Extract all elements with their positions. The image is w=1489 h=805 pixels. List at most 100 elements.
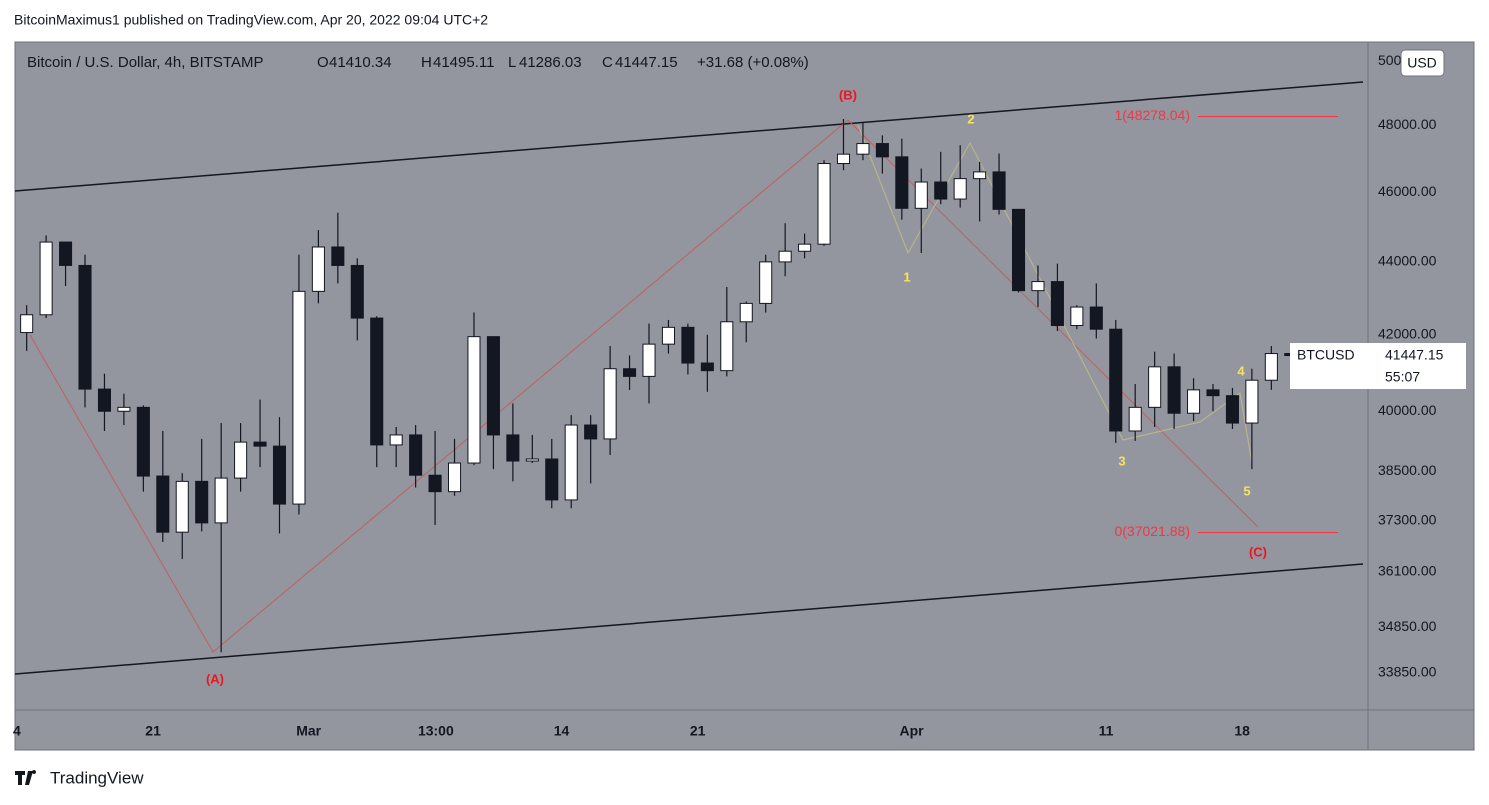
legend-value: 41447.15	[615, 54, 678, 71]
candle-body	[195, 480, 209, 524]
legend-value: 41286.03	[519, 54, 582, 71]
candle-body	[642, 343, 656, 377]
y-tick-label: 36100.00	[1378, 563, 1437, 579]
candle-body	[1070, 306, 1084, 326]
legend-key: L	[508, 54, 516, 71]
candle-body	[700, 362, 714, 372]
candle-body	[603, 368, 617, 440]
x-tick-label: Apr	[899, 723, 924, 739]
candle-body	[447, 462, 462, 493]
y-tick-label: 40000.00	[1378, 402, 1437, 418]
candle-body	[156, 475, 170, 533]
currency-button[interactable]	[1400, 49, 1445, 77]
minor-wave-label: 3	[1118, 453, 1125, 468]
candle-body	[1245, 379, 1259, 424]
candle-body	[409, 434, 423, 476]
candle-body	[506, 434, 520, 462]
candle-body	[253, 441, 267, 447]
fib-level-label: 1(48278.04)	[1114, 107, 1190, 123]
candle-body	[59, 241, 73, 266]
candle-body	[234, 441, 248, 479]
candle-body	[817, 163, 831, 245]
minor-wave-label: 4	[1237, 363, 1245, 378]
candle-body	[1206, 389, 1220, 397]
legend-value: 41410.34	[329, 54, 392, 71]
minor-wave-label: 5	[1243, 483, 1250, 498]
candle-body	[584, 424, 598, 440]
candle-body	[389, 434, 403, 446]
minor-wave-path	[857, 124, 1253, 464]
candle-body	[39, 241, 53, 316]
candle-body	[661, 326, 675, 345]
candles	[20, 118, 1298, 653]
candle-body	[20, 314, 34, 334]
candle-body	[1031, 281, 1045, 292]
x-tick-label: 11	[1099, 723, 1114, 739]
candle-body	[1225, 395, 1239, 424]
candle-body	[739, 302, 753, 323]
candle-body	[272, 445, 287, 505]
candle-body	[778, 250, 792, 263]
primary-wave-label: (C)	[1249, 544, 1267, 559]
candle-body	[97, 388, 111, 412]
candle-body	[895, 156, 909, 209]
candle-body	[1148, 366, 1162, 408]
price-tag-price: 41447.15	[1385, 347, 1444, 363]
x-tick-label: 14	[554, 723, 570, 739]
y-tick-label: 46000.00	[1378, 183, 1437, 199]
candle-body	[545, 458, 559, 501]
y-tick-label: 44000.00	[1378, 253, 1437, 269]
y-tick-label: 42000.00	[1378, 325, 1437, 341]
attribution: BitcoinMaximus1 published on TradingView…	[14, 12, 488, 28]
candle-body	[136, 406, 150, 477]
y-tick-label: 33850.00	[1378, 664, 1437, 680]
candle-body	[1264, 353, 1278, 381]
x-tick-label: 13:00	[418, 723, 454, 739]
candle-body	[525, 458, 539, 462]
x-tick-label: 21	[145, 723, 161, 739]
candle-body	[428, 474, 442, 493]
candle-body	[467, 336, 481, 464]
candle-body	[681, 326, 695, 364]
price-tag-symbol: BTCUSD	[1297, 347, 1355, 363]
candle-body	[564, 424, 578, 501]
candle-body	[798, 243, 812, 252]
minor-wave-label: 1	[903, 269, 910, 284]
candle-body	[1011, 208, 1026, 292]
minor-wave-label: 2	[967, 111, 974, 126]
candle-body	[914, 181, 928, 209]
candle-body	[836, 153, 851, 165]
axes: 50000.0048000.0046000.0044000.0042000.00…	[13, 52, 1437, 738]
candle-body	[1109, 328, 1123, 432]
legend-key: H	[421, 54, 432, 71]
x-tick-label: Mar	[296, 723, 321, 739]
candle-body	[720, 321, 734, 372]
candle-body	[759, 261, 773, 304]
brand-logo	[15, 770, 37, 785]
candle-body	[1167, 366, 1181, 414]
candle-body	[292, 290, 306, 505]
candle-body	[1050, 281, 1064, 326]
candle-body	[992, 171, 1006, 210]
fib-level-label: 0(37021.88)	[1114, 523, 1190, 539]
legend-key: O	[317, 54, 329, 71]
y-tick-label: 38500.00	[1378, 462, 1437, 478]
channel-lower	[15, 563, 1364, 675]
candle-body	[331, 246, 345, 266]
x-tick-label: 4	[13, 723, 21, 739]
y-tick-label: 48000.00	[1378, 116, 1437, 132]
candle-body	[175, 480, 189, 533]
legend-key: C	[602, 54, 613, 71]
symbol-description: Bitcoin / U.S. Dollar, 4h, BITSTAMP	[27, 54, 263, 71]
currency-label[interactable]: USD	[1407, 55, 1437, 71]
candle-body	[117, 406, 131, 412]
primary-wave-label: (A)	[206, 671, 224, 686]
price-tag-countdown: 55:07	[1385, 369, 1420, 385]
candle-body	[856, 143, 870, 155]
candle-body	[973, 171, 987, 180]
candle-body	[875, 143, 889, 158]
candle-body	[78, 264, 92, 390]
candle-body	[934, 181, 948, 200]
